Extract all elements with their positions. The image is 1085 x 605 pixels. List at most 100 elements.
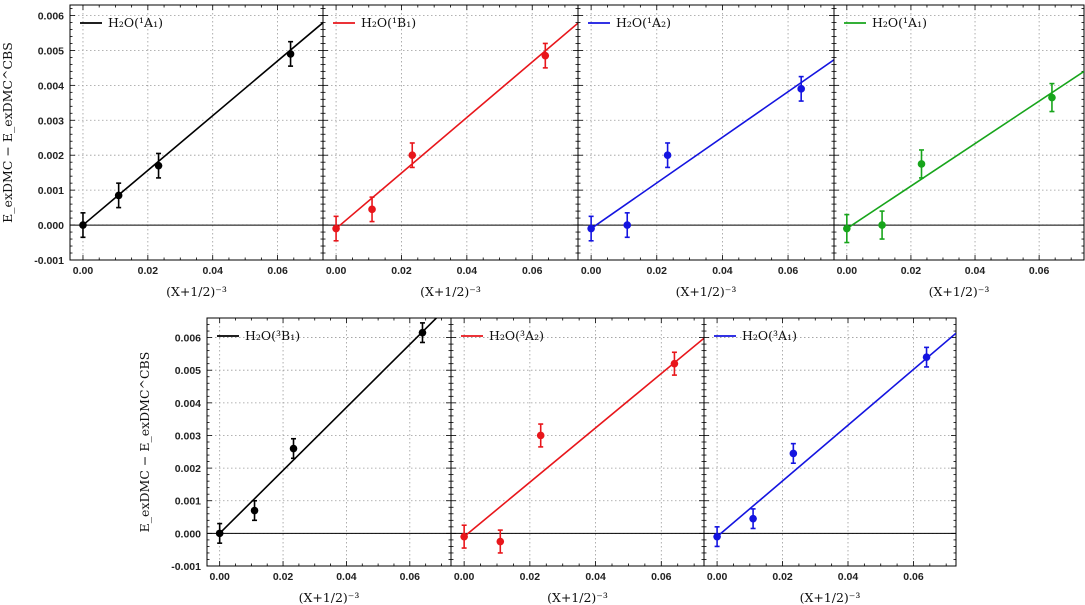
x-axis-label: (X+1/2)⁻³ (547, 590, 608, 605)
panel-3: 0.00 0.02 0.04 0.06 (X+1/2)⁻³ H₂O(¹A₂) (577, 4, 835, 299)
x-axis-label: (X+1/2)⁻³ (420, 284, 481, 299)
legend-label: H₂O(³B₁) (245, 328, 300, 343)
x-tick-label: 0.02 (273, 571, 294, 583)
x-tick-label: 0.04 (838, 571, 859, 583)
y-tick-label: 0.006 (38, 10, 64, 22)
x-tick-label: 0.02 (772, 571, 793, 583)
panel-4: 0.00 0.02 0.04 0.06 (X+1/2)⁻³ H₂O(¹A₁) (833, 4, 1085, 299)
panel-5: 0.00 0.02 0.04 0.06 -0.001 0.000 0.001 0.002 0.0… (137, 317, 452, 605)
y-tick-label: -0.001 (171, 561, 201, 573)
legend-label: H₂O(¹B₁) (361, 15, 416, 30)
data-point (917, 160, 926, 168)
y-tick-label: 0.003 (175, 430, 201, 442)
legend-label: H₂O(¹A₂) (616, 15, 671, 30)
data-point (250, 506, 259, 515)
data-point (843, 224, 851, 233)
y-tick-label: -0.001 (34, 255, 64, 267)
plot-frame (577, 4, 835, 261)
x-tick-label: 0.00 (837, 265, 858, 277)
x-tick-label: 0.04 (202, 265, 223, 277)
y-tick-label: 0.004 (38, 80, 64, 92)
x-tick-label: 0.06 (1029, 265, 1050, 277)
data-point (289, 444, 298, 453)
x-tick-label: 0.02 (391, 265, 412, 277)
data-point (408, 151, 417, 160)
fit-line (463, 337, 704, 538)
x-tick-label: 0.06 (400, 571, 421, 583)
x-tick-label: 0.06 (267, 265, 288, 277)
data-point (587, 224, 595, 233)
x-tick-label: 0.04 (712, 265, 733, 277)
legend-label: H₂O(¹A₁) (872, 15, 927, 30)
x-tick-label: 0.06 (522, 265, 543, 277)
y-tick-label: 0.001 (38, 185, 64, 197)
legend-label: H₂O(³A₂) (489, 328, 544, 343)
data-point (797, 85, 805, 93)
x-tick-label: 0.04 (585, 571, 606, 583)
x-tick-label: 0.00 (326, 265, 347, 277)
plot-frame (69, 4, 324, 261)
data-point (418, 328, 427, 337)
data-point (623, 221, 632, 229)
x-tick-label: 0.00 (73, 265, 94, 277)
panel-7: 0.00 0.02 0.04 0.06 (X+1/2)⁻³ H₂O(³A₁) (703, 317, 957, 605)
legend-label: H₂O(¹A₁) (108, 15, 163, 30)
x-tick-label: 0.02 (901, 265, 922, 277)
x-axis-label: (X+1/2)⁻³ (800, 590, 861, 605)
y-tick-label: 0.000 (175, 528, 201, 540)
y-tick-label: 0.005 (175, 365, 201, 377)
data-point (460, 532, 468, 541)
data-point (749, 514, 757, 523)
x-tick-label: 0.06 (651, 571, 672, 583)
y-axis-label: E_exDMC − E_exDMC^CBS (137, 352, 152, 533)
plot-frame (206, 317, 452, 567)
fit-line (716, 332, 956, 538)
y-tick-label: 0.003 (38, 115, 64, 127)
plot-frame (833, 4, 1085, 261)
plot-frame (703, 317, 957, 567)
data-point (541, 51, 550, 60)
data-point (789, 449, 798, 458)
data-point (154, 161, 163, 170)
legend-label: H₂O(³A₁) (742, 328, 797, 343)
x-tick-label: 0.00 (707, 571, 728, 583)
x-tick-label: 0.06 (778, 265, 799, 277)
data-point (496, 537, 505, 546)
panel-1: 0.00 0.02 0.04 0.06 -0.001 0.000 0.001 0.002 0.0… (0, 4, 324, 299)
fit-line (219, 318, 438, 534)
y-tick-label: 0.005 (38, 45, 64, 57)
fit-line (590, 59, 834, 230)
data-point (368, 205, 376, 214)
x-tick-label: 0.02 (647, 265, 668, 277)
x-tick-label: 0.04 (457, 265, 478, 277)
panel-6: 0.00 0.02 0.04 0.06 (X+1/2)⁻³ H₂O(³A₂) (450, 317, 705, 605)
data-point (215, 529, 224, 538)
y-tick-label: 0.002 (38, 150, 64, 162)
data-point (713, 532, 721, 541)
x-axis-label: (X+1/2)⁻³ (166, 284, 227, 299)
fit-line (82, 22, 323, 226)
x-tick-label: 0.00 (209, 571, 230, 583)
panel-2: 0.00 0.02 0.04 0.06 (X+1/2)⁻³ H₂O(¹B₁) (322, 4, 579, 299)
x-tick-label: 0.04 (965, 265, 986, 277)
x-tick-label: 0.06 (903, 571, 924, 583)
plot-frame (322, 4, 579, 261)
y-tick-label: 0.002 (175, 463, 201, 475)
data-point (332, 224, 340, 233)
y-tick-label: 0.004 (175, 398, 201, 410)
fit-line (846, 70, 1084, 230)
data-point (114, 191, 123, 200)
y-tick-label: 0.000 (38, 220, 64, 232)
data-point (79, 221, 87, 229)
x-tick-label: 0.02 (138, 265, 159, 277)
data-point (670, 359, 679, 368)
x-tick-label: 0.04 (336, 571, 357, 583)
x-tick-label: 0.02 (520, 571, 541, 583)
x-axis-label: (X+1/2)⁻³ (299, 590, 360, 605)
data-point (878, 221, 886, 229)
data-point (286, 50, 295, 58)
y-axis-label: E_exDMC − E_exDMC^CBS (0, 42, 15, 223)
data-point (663, 151, 672, 160)
y-tick-label: 0.001 (175, 496, 201, 508)
x-axis-label: (X+1/2)⁻³ (929, 284, 990, 299)
